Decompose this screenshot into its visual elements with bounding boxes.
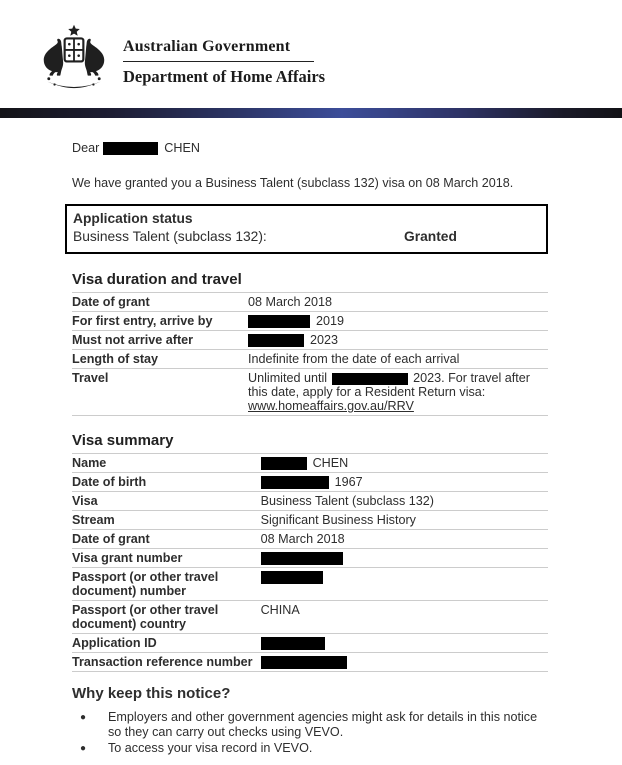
row-label: Passport (or other travel document) numb… (72, 570, 219, 598)
salutation-line: Dear CHEN (72, 141, 548, 156)
row-label: Date of grant (72, 295, 150, 309)
header-divider-bar (0, 108, 622, 118)
row-label: Visa grant number (72, 551, 183, 565)
table-row: Length of stay Indefinite from the date … (72, 349, 548, 369)
row-label: For first entry, arrive by (72, 314, 213, 328)
table-row: Passport (or other travel document) coun… (72, 600, 548, 634)
table-row: Passport (or other travel document) numb… (72, 567, 548, 601)
letterhead-titles: Australian Government Department of Home… (123, 38, 325, 87)
row-value: Significant Business History (260, 513, 416, 527)
row-value: CHINA (260, 603, 300, 617)
row-label: Length of stay (72, 352, 159, 366)
table-row: Date of grant 08 March 2018 (72, 292, 548, 312)
application-status-title: Application status (73, 211, 193, 226)
application-status-box: Application status Business Talent (subc… (65, 204, 548, 254)
table-row: Name CHEN (72, 453, 548, 473)
table-row: Visa grant number (72, 548, 548, 568)
table-row: Application ID (72, 633, 548, 653)
row-value (260, 634, 548, 653)
salutation-prefix: Dear (72, 141, 100, 155)
redaction-box (260, 571, 323, 584)
row-value: 2019 (248, 312, 548, 331)
row-label: Stream (72, 513, 115, 527)
visa-summary-table: Name CHEN Date of birth 1967 Visa Busine… (72, 453, 548, 672)
bullet-icon: ● (80, 743, 87, 754)
row-value (260, 568, 548, 601)
row-label: Date of grant (72, 532, 150, 546)
application-status-visa-label: Business Talent (subclass 132): (73, 229, 267, 244)
row-value: 2023 (248, 331, 548, 350)
redaction-box (248, 334, 304, 347)
row-value: Indefinite from the date of each arrival (248, 352, 460, 366)
list-item: ● Employers and other government agencie… (72, 710, 548, 740)
row-label: Passport (or other travel document) coun… (72, 603, 219, 631)
row-value: 08 March 2018 (260, 532, 345, 546)
redaction-box (260, 476, 329, 489)
row-value: CHEN (260, 454, 548, 473)
row-label: Must not arrive after (72, 333, 194, 347)
redaction-box (260, 637, 325, 650)
table-row: Date of birth 1967 (72, 472, 548, 492)
department-title: Department of Home Affairs (123, 67, 326, 86)
letterhead: Australian Government Department of Home… (0, 0, 622, 108)
row-label: Date of birth (72, 475, 147, 489)
table-row: Must not arrive after 2023 (72, 330, 548, 350)
row-label: Visa (72, 494, 98, 508)
bullet-text: Employers and other government agencies … (108, 710, 538, 739)
bullet-text: To access your visa record in VEVO. (108, 741, 313, 755)
government-title: Australian Government (123, 38, 315, 62)
row-value: Unlimited until 2023. For travel after th… (248, 371, 530, 413)
redaction-box (260, 656, 347, 669)
table-row: Transaction reference number (72, 652, 548, 672)
why-keep-section: Why keep this notice? ● Employers and ot… (72, 686, 548, 756)
redaction-box (260, 457, 307, 470)
row-value: Business Talent (subclass 132) (260, 494, 434, 508)
why-keep-title: Why keep this notice? (72, 685, 231, 702)
letter-body: Dear CHEN We have granted you a Business … (65, 141, 548, 756)
application-status-row: Business Talent (subclass 132): Granted (73, 228, 540, 246)
redaction-box (260, 552, 343, 565)
visa-duration-section: Visa duration and travel Date of grant 0… (72, 272, 548, 416)
bullet-icon: ● (80, 712, 87, 723)
row-value: 1967 (260, 473, 548, 492)
row-label: Travel (72, 371, 109, 385)
redaction-box (248, 315, 310, 328)
rrv-link[interactable]: www.homeaffairs.gov.au/RRV (248, 399, 414, 413)
visa-duration-title: Visa duration and travel (72, 271, 242, 288)
visa-summary-section: Visa summary Name CHEN Date of birth 196… (72, 433, 548, 672)
list-item: ● To access your visa record in VEVO. (72, 741, 548, 756)
grant-intro-text: We have granted you a Business Talent (s… (72, 176, 514, 190)
row-value: 08 March 2018 (248, 295, 333, 309)
table-row: Travel Unlimited until 2023. For travel a… (72, 368, 548, 416)
row-value (260, 653, 548, 672)
application-status-value: Granted (404, 229, 457, 244)
table-row: Date of grant 08 March 2018 (72, 529, 548, 549)
table-row: Visa Business Talent (subclass 132) (72, 491, 548, 511)
australian-coat-of-arms-icon (43, 24, 105, 89)
salutation-surname: CHEN (164, 141, 200, 155)
redaction-box (103, 142, 159, 155)
visa-duration-table: Date of grant 08 March 2018 For first en… (72, 292, 548, 416)
row-label: Application ID (72, 636, 157, 650)
row-label: Name (72, 456, 107, 470)
row-label: Transaction reference number (72, 655, 253, 669)
visa-summary-title: Visa summary (72, 432, 174, 449)
table-row: Stream Significant Business History (72, 510, 548, 530)
row-value (260, 549, 548, 568)
redaction-box (332, 373, 409, 385)
why-keep-bullet-list: ● Employers and other government agencie… (72, 710, 548, 756)
table-row: For first entry, arrive by 2019 (72, 311, 548, 331)
